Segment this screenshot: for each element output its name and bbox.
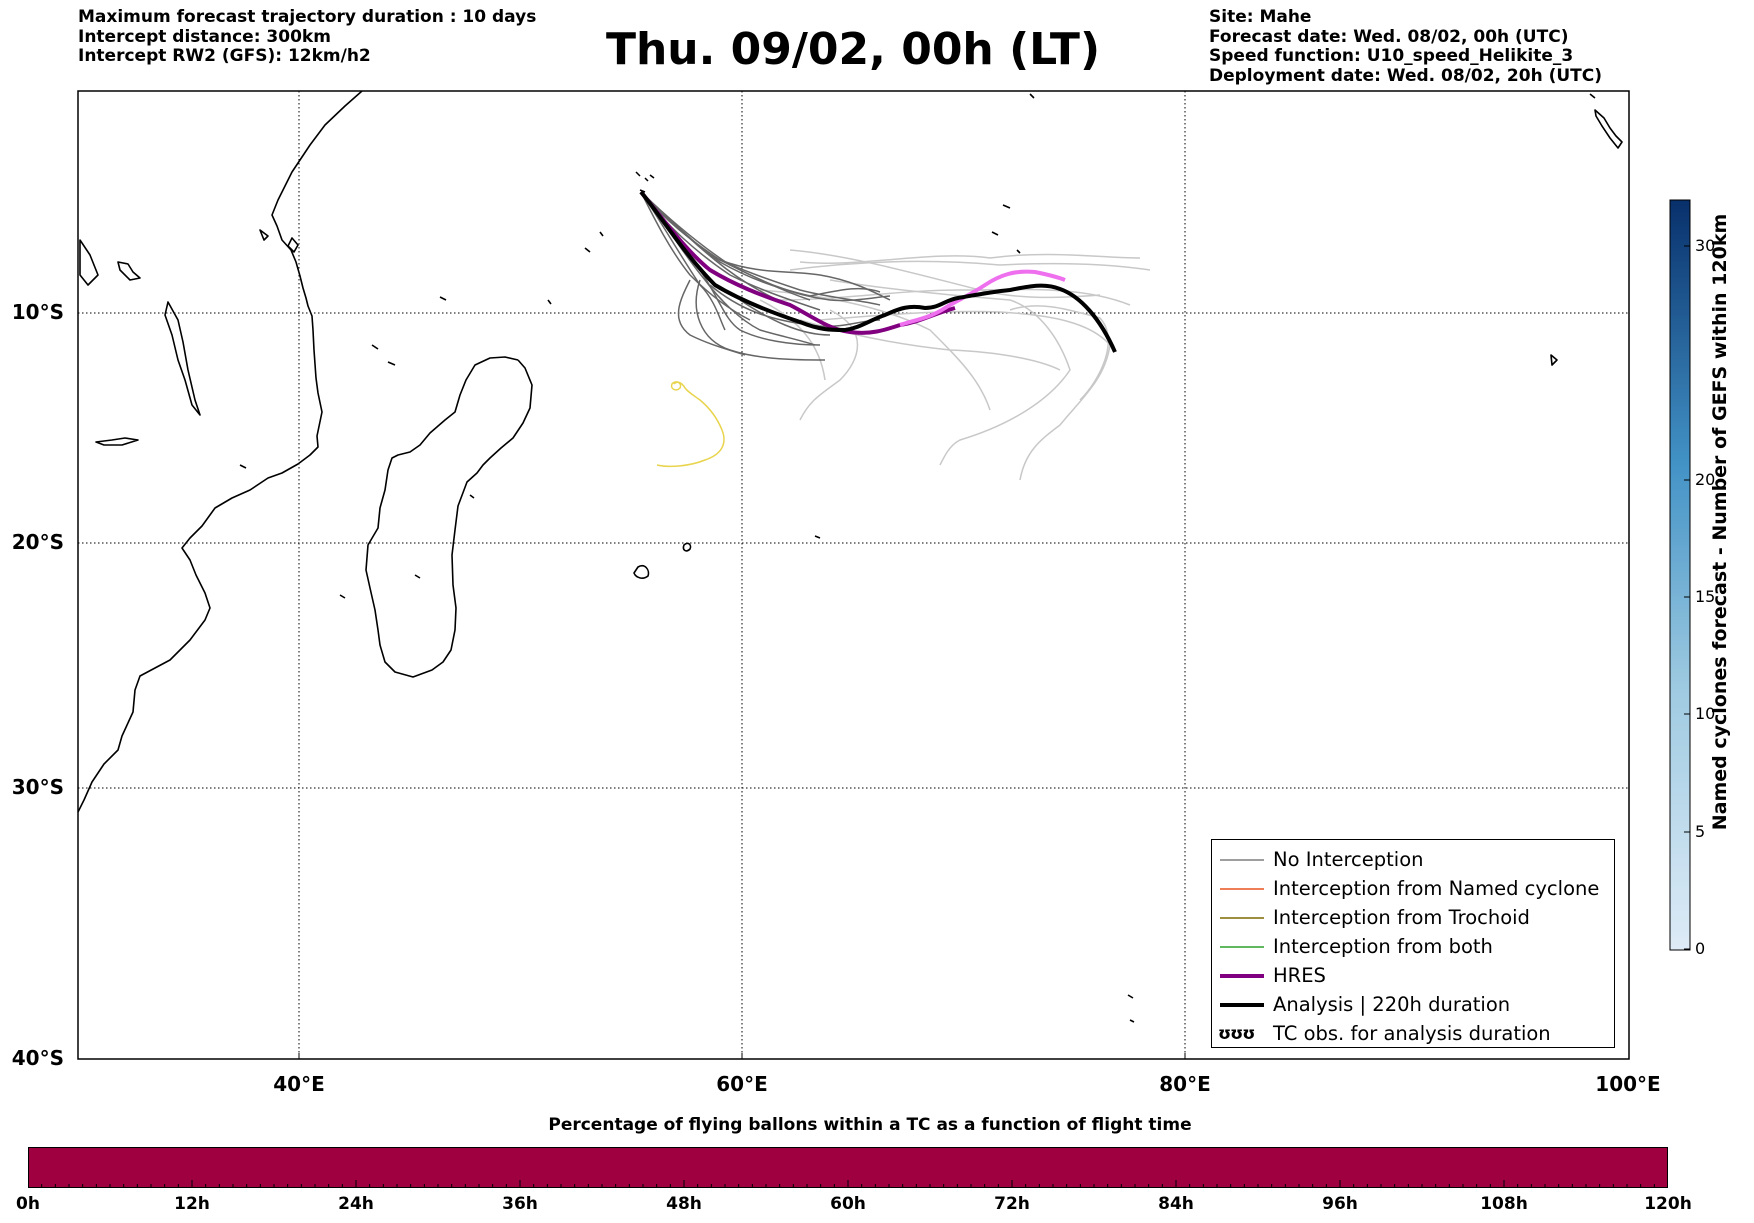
legend-item-analysis: Analysis | 220h duration xyxy=(1212,991,1614,1020)
legend-item-hres: HRES xyxy=(1212,962,1614,991)
header-right: Site: Mahe Forecast date: Wed. 08/02, 00… xyxy=(1209,7,1603,86)
cyclone-colorbar xyxy=(1669,199,1691,951)
madagascar-coastline xyxy=(365,356,533,678)
legend-line-both xyxy=(1220,946,1264,948)
bar-label-72h: 72h xyxy=(994,1194,1030,1214)
tc-obs-track xyxy=(656,381,725,468)
lon-label-40e: 40°E xyxy=(273,1072,325,1096)
africa-coastline xyxy=(78,91,363,813)
bar-label-36h: 36h xyxy=(502,1194,538,1214)
header-trajectory-duration: Maximum forecast trajectory duration : 1… xyxy=(78,7,537,27)
reunion-coastline xyxy=(682,542,692,552)
no-interception-light-tracks xyxy=(759,249,1151,481)
bar-label-24h: 24h xyxy=(338,1194,374,1214)
legend-line-named-cyclone xyxy=(1220,888,1264,890)
lat-label-40s: 40°S xyxy=(11,1046,64,1070)
flight-time-bar-ticks xyxy=(41,1180,1655,1188)
legend-label: TC obs. for analysis duration xyxy=(1273,1022,1551,1045)
legend-item-both: Interception from both xyxy=(1212,933,1614,962)
colorbar-tick: 20 xyxy=(1695,470,1716,489)
bar-label-48h: 48h xyxy=(666,1194,702,1214)
lat-label-10s: 10°S xyxy=(11,300,64,324)
lon-label-60e: 60°E xyxy=(716,1072,768,1096)
lat-label-30s: 30°S xyxy=(11,775,64,799)
legend-item-no-interception: No Interception xyxy=(1212,846,1614,875)
map-title: Thu. 09/02, 00h (LT) xyxy=(605,24,1101,75)
lon-label-80e: 80°E xyxy=(1159,1072,1211,1096)
map-frame-ticks xyxy=(298,1053,1186,1059)
cyclone-colorbar-label-text: Named cyclones forecast - Number of GEFS… xyxy=(1709,213,1731,831)
legend-label: Interception from Trochoid xyxy=(1273,906,1530,929)
analysis-track xyxy=(639,190,1117,353)
cyclone-colorbar-ticks xyxy=(1684,245,1690,950)
legend-line-hres xyxy=(1220,974,1264,978)
colorbar-tick: 15 xyxy=(1695,587,1716,606)
header-speed-function: Speed function: U10_speed_Helikite_3 xyxy=(1209,46,1574,66)
lon-label-100e: 100°E xyxy=(1595,1072,1661,1096)
bar-label-0h: 0h xyxy=(16,1194,40,1214)
legend-label: No Interception xyxy=(1273,848,1424,871)
lat-label-20s: 20°S xyxy=(11,530,64,554)
colorbar-tick: 0 xyxy=(1695,939,1706,958)
legend-label: Interception from Named cyclone xyxy=(1273,877,1600,900)
bar-label-96h: 96h xyxy=(1322,1194,1358,1214)
header-forecast-date: Forecast date: Wed. 08/02, 00h (UTC) xyxy=(1209,26,1569,47)
legend-label: Interception from both xyxy=(1273,935,1493,958)
legend-line-trochoid xyxy=(1220,917,1264,919)
header-intercept-distance: Intercept distance: 300km xyxy=(78,26,331,47)
bar-label-60h: 60h xyxy=(830,1194,866,1214)
legend-item-tc-obs: ʊʊʊ TC obs. for analysis duration xyxy=(1212,1020,1614,1049)
colorbar-tick: 10 xyxy=(1695,704,1716,723)
bar-label-120h: 120h xyxy=(1644,1194,1692,1214)
analysis-start-marker xyxy=(635,171,649,182)
bar-label-12h: 12h xyxy=(174,1194,210,1214)
hres-track xyxy=(639,190,956,335)
mauritius-coastline xyxy=(633,565,650,579)
hres-late-track xyxy=(899,269,1066,327)
bar-label-84h: 84h xyxy=(1158,1194,1194,1214)
colorbar-tick: 5 xyxy=(1695,822,1706,841)
map-frame xyxy=(77,90,1630,1060)
legend-line-analysis xyxy=(1220,1003,1264,1007)
coastlines xyxy=(78,91,1623,1023)
legend-label: Analysis | 220h duration xyxy=(1273,993,1511,1016)
bar-label-108h: 108h xyxy=(1480,1194,1528,1214)
map-gridlines xyxy=(78,91,1629,1059)
tc-obs-symbol-icon: ʊʊʊ xyxy=(1218,1024,1255,1044)
no-interception-dark-tracks xyxy=(640,191,891,361)
colorbar-tick: 30 xyxy=(1695,236,1716,255)
header-deployment-date: Deployment date: Wed. 08/02, 20h (UTC) xyxy=(1209,65,1603,86)
header-intercept-rw2: Intercept RW2 (GFS): 12km/h2 xyxy=(78,46,371,66)
map-legend: No Interception Interception from Named … xyxy=(1211,839,1615,1048)
header-site: Site: Mahe xyxy=(1209,7,1312,27)
legend-item-named-cyclone: Interception from Named cyclone xyxy=(1212,875,1614,904)
bottom-bar-title: Percentage of flying ballons within a TC… xyxy=(548,1115,1192,1135)
header-left: Maximum forecast trajectory duration : 1… xyxy=(78,7,537,67)
legend-item-trochoid: Interception from Trochoid xyxy=(1212,904,1614,933)
legend-line-no-interception xyxy=(1220,859,1264,861)
legend-label: HRES xyxy=(1273,964,1326,987)
